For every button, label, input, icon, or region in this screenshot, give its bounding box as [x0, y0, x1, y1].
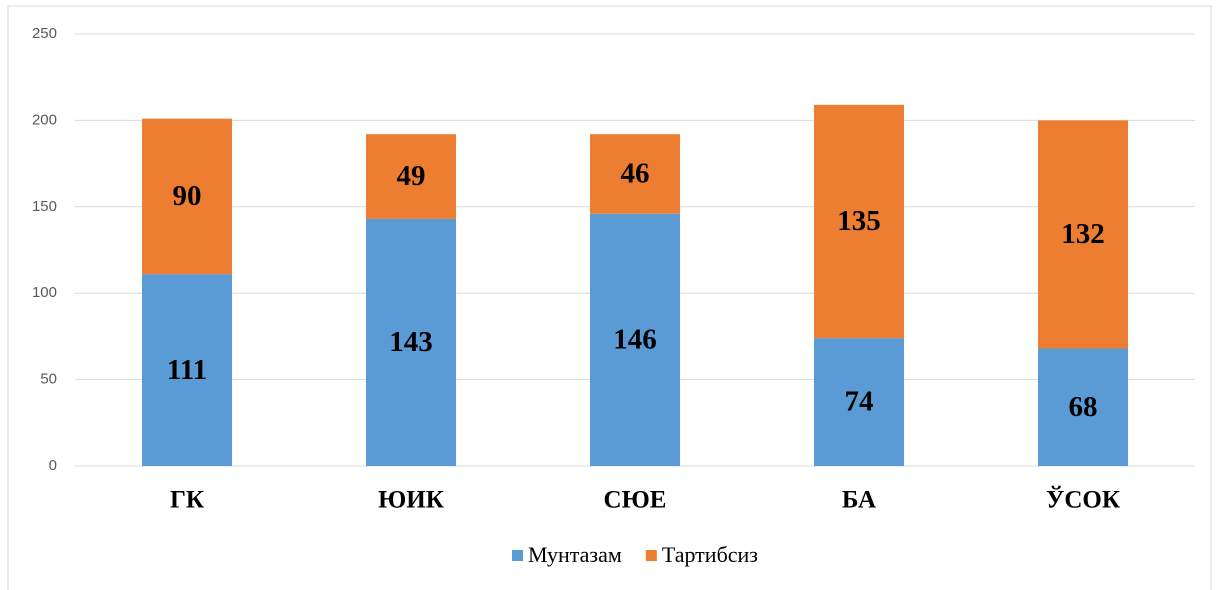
data-label: 143 — [389, 326, 433, 358]
y-tick-label: 100 — [32, 284, 57, 301]
bar-segment — [366, 218, 456, 466]
y-tick-label: 50 — [40, 371, 57, 388]
data-label: 146 — [613, 324, 657, 356]
bar-segment — [590, 213, 680, 466]
bar-segment — [1038, 348, 1128, 466]
legend-label: Мунтазам — [528, 542, 622, 567]
data-label: 90 — [173, 180, 202, 212]
legend-label: Тартибсиз — [662, 542, 758, 567]
x-tick-label: ЎСОК — [1046, 486, 1120, 514]
y-tick-label: 250 — [32, 25, 57, 42]
x-tick-label: СЮЕ — [604, 487, 667, 514]
x-tick-label: ЮИК — [378, 487, 444, 514]
data-label: 49 — [397, 160, 426, 192]
x-tick-label: БА — [842, 487, 876, 514]
data-label: 111 — [167, 354, 207, 386]
y-tick-label: 200 — [32, 111, 57, 128]
data-label: 135 — [837, 205, 881, 237]
legend-swatch — [512, 550, 523, 561]
data-label: 132 — [1061, 218, 1105, 250]
data-label: 74 — [845, 386, 874, 418]
bar-segment — [366, 134, 456, 219]
bar-segment — [814, 104, 904, 339]
y-tick-label: 150 — [32, 198, 57, 215]
data-label: 46 — [621, 158, 650, 190]
bar-segment — [142, 118, 232, 275]
bar-segment — [814, 338, 904, 466]
data-label: 68 — [1069, 391, 1098, 423]
bar-segment — [590, 134, 680, 214]
y-tick-label: 0 — [49, 457, 57, 474]
legend-swatch — [645, 550, 657, 561]
x-tick-label: ГК — [170, 487, 204, 514]
bar-segment — [142, 274, 232, 466]
bar-segment — [1038, 120, 1128, 349]
